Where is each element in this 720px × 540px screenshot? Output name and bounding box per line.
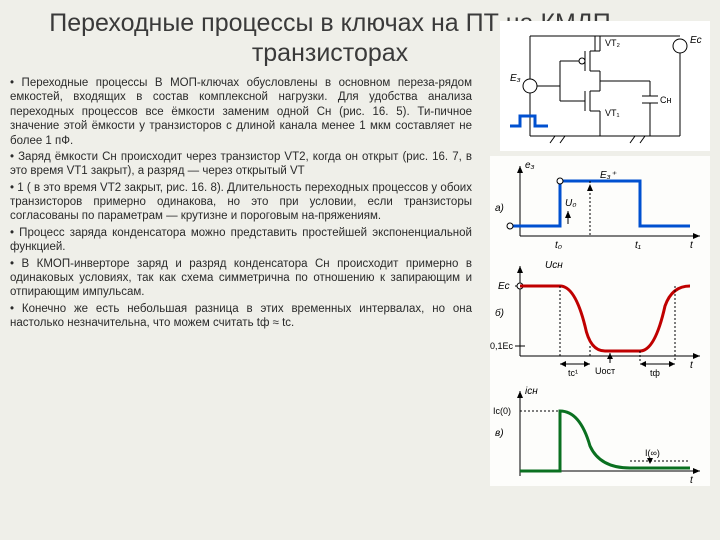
graph-b-ylabel: Uсн	[545, 260, 563, 271]
graph-c-xlabel: t	[690, 475, 694, 486]
para-3: 1 ( в это время VT2 закрыт, рис. 16. 8).…	[10, 181, 472, 224]
figure-column: Eс E₃	[480, 76, 710, 332]
circuit-diagram: Eс E₃	[500, 21, 710, 151]
graph-a-u0: U₀	[565, 198, 576, 209]
graph-b-tc: tс¹	[568, 368, 578, 378]
graph-b-uost: Uост	[595, 366, 615, 376]
graph-c-ic0: Iс(0)	[493, 406, 511, 416]
graph-c-label: в)	[495, 428, 504, 439]
graph-c-iinf: I(∞)	[645, 448, 660, 458]
para-2: Заряд ёмкости Сн происходит через транзи…	[10, 150, 472, 179]
graph-b-e1: 0,1Eс	[490, 341, 514, 351]
graph-a-xlabel: t	[690, 240, 694, 251]
label-vt2: VT₂	[605, 38, 621, 48]
label-e3: E₃	[510, 73, 521, 84]
graph-a-t1: t₁	[635, 240, 641, 251]
graph-a-t0: t₀	[555, 240, 562, 251]
label-ec: Eс	[690, 35, 702, 46]
label-cn: Cн	[660, 95, 671, 105]
graph-b-xlabel: t	[690, 360, 694, 371]
timing-graphs: а) e₃ t U₀ E₃⁺ t₀ t₁ б)	[490, 156, 710, 486]
para-5: В КМОП-инверторе заряд и разряд конденса…	[10, 257, 472, 300]
graph-a-e3: E₃⁺	[600, 170, 617, 181]
label-vt1: VT₁	[605, 108, 620, 118]
para-6: Конечно же есть небольшая разница в этих…	[10, 302, 472, 331]
para-4: Процесс заряда конденсатора можно предст…	[10, 226, 472, 255]
graph-a-label: а)	[495, 203, 504, 214]
graph-b-tph: tф	[650, 368, 661, 378]
text-column: Переходные процессы В МОП-ключах обуслов…	[10, 76, 480, 332]
para-1: Переходные процессы В МОП-ключах обуслов…	[10, 76, 472, 148]
graph-b-ec: Eс	[498, 281, 510, 292]
graph-b-label: б)	[495, 307, 504, 319]
content-row: Переходные процессы В МОП-ключах обуслов…	[0, 76, 720, 332]
graph-c-ylabel: iсн	[525, 386, 538, 397]
graph-a-ylabel: e₃	[525, 160, 535, 171]
